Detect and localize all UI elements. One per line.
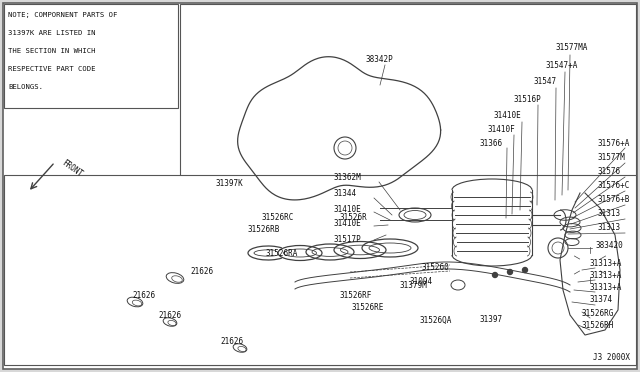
Circle shape [493,273,497,278]
Text: 21626: 21626 [158,311,181,321]
Text: 31547+A: 31547+A [545,61,577,70]
Text: 315260: 315260 [422,263,450,273]
Text: 31576+A: 31576+A [598,140,630,148]
Text: 31410E: 31410E [334,205,362,214]
Text: 31397: 31397 [480,315,503,324]
Text: 31313+A: 31313+A [590,259,622,267]
Text: 31526RH: 31526RH [582,321,614,330]
Text: 31526QA: 31526QA [420,315,452,324]
Text: 31397K: 31397K [215,179,243,187]
Text: 31526RC: 31526RC [262,214,294,222]
Text: 31526RA: 31526RA [265,248,298,257]
Circle shape [522,267,527,273]
Text: 31547: 31547 [533,77,556,87]
Text: 31410F: 31410F [487,125,515,135]
Text: 31313: 31313 [598,209,621,218]
Text: 38342P: 38342P [365,55,393,64]
Text: 31313: 31313 [598,224,621,232]
FancyBboxPatch shape [3,3,637,369]
Text: 21626: 21626 [220,337,243,346]
Text: 31094: 31094 [410,278,433,286]
Text: 31362M: 31362M [334,173,362,183]
Text: 31526RE: 31526RE [352,304,385,312]
Text: 31517P: 31517P [334,234,362,244]
Text: 31344: 31344 [334,189,357,199]
Text: 31516P: 31516P [513,94,541,103]
Text: J3 2000X: J3 2000X [593,353,630,362]
FancyBboxPatch shape [4,4,178,108]
Text: NOTE; COMPORNENT PARTS OF: NOTE; COMPORNENT PARTS OF [8,12,117,18]
Text: 31379M: 31379M [400,282,428,291]
Text: 31526RF: 31526RF [340,291,372,299]
Text: RESPECTIVE PART CODE: RESPECTIVE PART CODE [8,66,95,72]
Text: 31526RG: 31526RG [582,308,614,317]
Text: 383420: 383420 [596,241,624,250]
Text: 31313+A: 31313+A [590,282,622,292]
Circle shape [508,269,513,275]
Text: 31576: 31576 [598,167,621,176]
Text: 31577M: 31577M [598,154,626,163]
Text: 31576+C: 31576+C [598,182,630,190]
Text: 31374: 31374 [590,295,613,305]
Text: 31526RB: 31526RB [247,224,280,234]
Text: 21626: 21626 [132,291,155,299]
Text: BELONGS.: BELONGS. [8,84,43,90]
FancyBboxPatch shape [180,4,636,365]
Text: THE SECTION IN WHICH: THE SECTION IN WHICH [8,48,95,54]
Text: 31410E: 31410E [334,219,362,228]
Text: 31526R: 31526R [340,214,368,222]
FancyBboxPatch shape [4,175,636,365]
Text: FRONT: FRONT [60,158,84,179]
Text: 31576+B: 31576+B [598,196,630,205]
Text: 31577MA: 31577MA [555,44,588,52]
Text: 31313+A: 31313+A [590,270,622,279]
Text: 21626: 21626 [190,267,213,276]
Text: 31397K ARE LISTED IN: 31397K ARE LISTED IN [8,30,95,36]
Text: 31410E: 31410E [494,112,522,121]
Text: 31366: 31366 [480,140,503,148]
